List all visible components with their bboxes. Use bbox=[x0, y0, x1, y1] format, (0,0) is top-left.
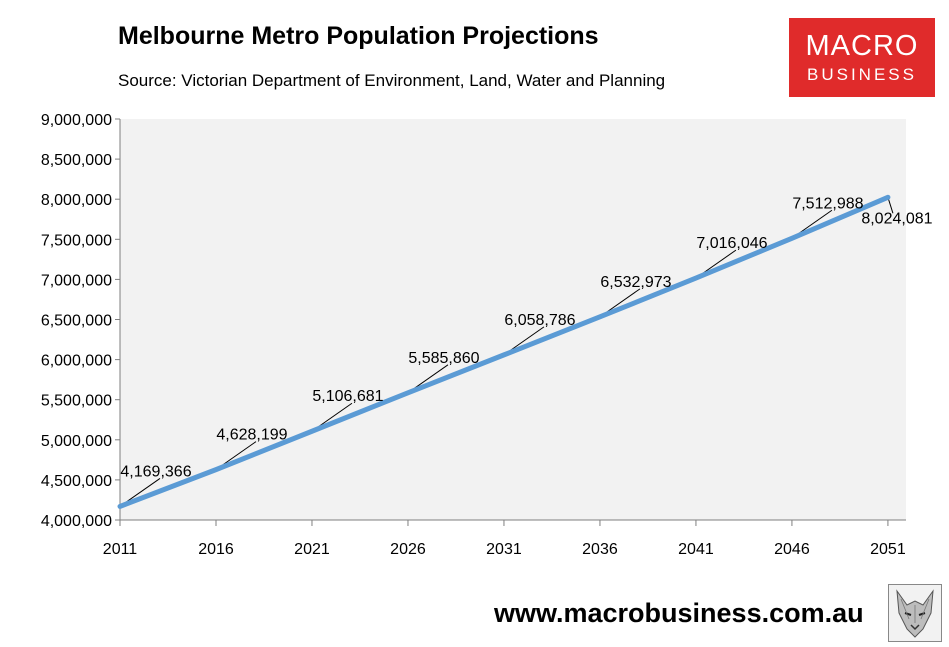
chart-title: Melbourne Metro Population Projections bbox=[118, 22, 599, 50]
logo-line-2: BUSINESS bbox=[807, 65, 917, 84]
data-label: 4,628,199 bbox=[216, 427, 287, 444]
data-point bbox=[309, 429, 314, 434]
data-point bbox=[789, 236, 794, 241]
y-tick-label: 8,500,000 bbox=[41, 152, 112, 169]
footer-url[interactable]: www.macrobusiness.com.au bbox=[494, 598, 864, 628]
logo-line-1: MACRO bbox=[805, 30, 919, 62]
chart-subtitle: Source: Victorian Department of Environm… bbox=[118, 71, 666, 90]
data-point bbox=[885, 195, 890, 200]
y-tick-label: 7,000,000 bbox=[41, 272, 112, 289]
y-tick-label: 8,000,000 bbox=[41, 192, 112, 209]
data-label: 7,016,046 bbox=[696, 235, 767, 252]
y-tick-label: 4,000,000 bbox=[41, 513, 112, 530]
x-tick-label: 2021 bbox=[294, 541, 330, 558]
data-label: 5,585,860 bbox=[408, 350, 479, 367]
data-point bbox=[597, 314, 602, 319]
y-tick-label: 5,000,000 bbox=[41, 433, 112, 450]
wolf-icon bbox=[888, 584, 942, 642]
x-tick-label: 2031 bbox=[486, 541, 522, 558]
y-tick-label: 6,000,000 bbox=[41, 353, 112, 370]
y-tick-label: 9,000,000 bbox=[41, 112, 112, 129]
y-tick-label: 7,500,000 bbox=[41, 232, 112, 249]
data-label: 5,106,681 bbox=[312, 388, 383, 405]
x-tick-label: 2046 bbox=[774, 541, 810, 558]
y-tick-label: 4,500,000 bbox=[41, 473, 112, 490]
y-tick-label: 6,500,000 bbox=[41, 313, 112, 330]
y-tick-label: 5,500,000 bbox=[41, 393, 112, 410]
data-label: 4,169,366 bbox=[120, 463, 191, 480]
data-point bbox=[693, 276, 698, 281]
x-tick-label: 2016 bbox=[198, 541, 234, 558]
macro-business-logo: MACRO BUSINESS bbox=[789, 18, 935, 97]
x-tick-label: 2036 bbox=[582, 541, 618, 558]
x-tick-label: 2026 bbox=[390, 541, 426, 558]
data-label: 7,512,988 bbox=[792, 195, 863, 212]
x-tick-label: 2041 bbox=[678, 541, 714, 558]
data-label: 6,058,786 bbox=[504, 312, 575, 329]
data-point bbox=[405, 390, 410, 395]
data-label: 6,532,973 bbox=[600, 274, 671, 291]
data-point bbox=[118, 504, 122, 509]
data-point bbox=[213, 467, 218, 472]
x-tick-label: 2011 bbox=[103, 541, 138, 558]
x-tick-label: 2051 bbox=[870, 541, 906, 558]
data-point bbox=[501, 352, 506, 357]
data-label: 8,024,081 bbox=[861, 210, 932, 227]
data-label-leader bbox=[887, 197, 894, 214]
